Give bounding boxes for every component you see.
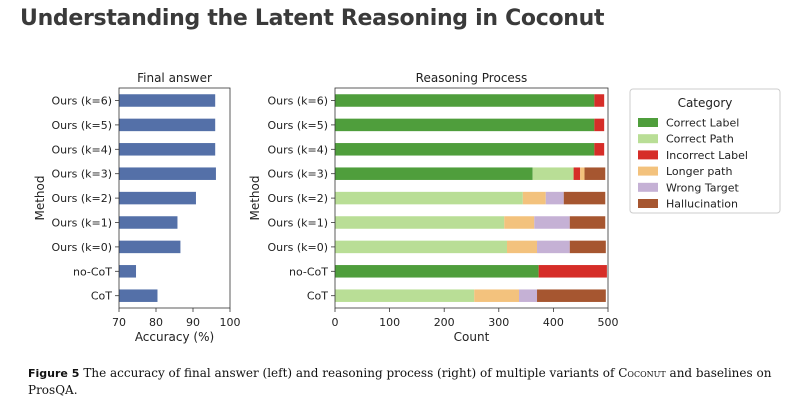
accuracy-bar-no-cot — [119, 265, 137, 278]
accuracy-chart-title: Final answer — [137, 71, 212, 85]
left-y-tick-label: Ours (k=6) — [51, 95, 112, 108]
caption-method-name: Coconut — [618, 366, 666, 380]
right-x-tick-label: 300 — [488, 316, 509, 329]
legend-swatch-correct-path — [638, 134, 658, 144]
right-y-tick-label: Ours (k=2) — [267, 192, 328, 205]
reasoning-plot-frame — [334, 87, 609, 309]
left-y-tick-label: Ours (k=2) — [51, 192, 112, 205]
bar-segment-ours-k-4-incorrect-label — [594, 143, 605, 156]
right-y-tick-label: Ours (k=3) — [267, 168, 328, 181]
bar-segment-ours-k-3-hallucination — [584, 167, 606, 180]
bar-segment-ours-k-1-longer-path — [504, 216, 535, 229]
right-x-tick-label: 200 — [434, 316, 455, 329]
accuracy-x-axis-label: Accuracy (%) — [135, 330, 214, 344]
accuracy-bar-ours-k-1 — [119, 216, 178, 229]
legend-label-longer-path: Longer path — [666, 165, 732, 178]
right-x-tick-label: 0 — [332, 316, 339, 329]
legend-swatch-hallucination — [638, 199, 658, 208]
accuracy-bar-ours-k-2 — [119, 191, 196, 205]
accuracy-bar-ours-k-3 — [119, 167, 216, 180]
legend-label-correct-path: Correct Path — [666, 133, 734, 146]
accuracy-bar-ours-k-4 — [119, 143, 216, 156]
bar-segment-ours-k-3-correct-path — [532, 167, 574, 180]
bar-segment-ours-k-1-hallucination — [569, 216, 606, 229]
bar-segment-no-cot-incorrect-label — [538, 265, 607, 278]
left-y-tick-label: CoT — [91, 290, 112, 303]
accuracy-y-axis-label: Method — [33, 175, 47, 220]
left-y-tick-label: Ours (k=3) — [51, 168, 112, 181]
bar-segment-ours-k-0-hallucination — [569, 240, 606, 254]
bar-segment-cot-wrong-target — [519, 289, 538, 302]
reasoning-chart: Reasoning Process Ours (k=6) Ours (k=5) Ou… — [248, 71, 619, 344]
right-y-tick-label: Ours (k=0) — [267, 241, 328, 254]
bar-segment-ours-k-4-correct-label — [335, 143, 595, 156]
right-y-tick-label: no-CoT — [289, 265, 328, 278]
right-y-tick-label: Ours (k=5) — [267, 119, 328, 132]
left-y-tick-label: Ours (k=5) — [51, 119, 112, 132]
figure-label: Figure 5 — [28, 367, 80, 380]
right-x-tick-label: 100 — [379, 316, 400, 329]
right-y-tick-label: CoT — [307, 290, 328, 303]
left-y-tick-label: Ours (k=4) — [51, 143, 112, 156]
figure-caption: Figure 5 The accuracy of final answer (le… — [28, 365, 776, 398]
legend-swatch-wrong-target — [638, 182, 658, 192]
left-x-tick-label: 100 — [220, 316, 241, 329]
bar-segment-ours-k-1-wrong-target — [534, 216, 570, 229]
caption-text-after: and baselines on ProsQA. — [28, 366, 772, 397]
bar-segment-ours-k-3-incorrect-label — [573, 167, 581, 180]
legend-label-incorrect-label: Incorrect Label — [666, 149, 748, 162]
left-y-tick-label: no-CoT — [73, 265, 112, 278]
legend-label-wrong-target: Wrong Target — [666, 181, 740, 194]
accuracy-chart: Final answer Ours (k=6) Ours (k=5) Ours (k… — [33, 71, 241, 344]
legend-box — [629, 88, 781, 214]
bar-segment-ours-k-6-correct-label — [335, 94, 595, 107]
bar-segment-ours-k-2-wrong-target — [545, 191, 564, 205]
caption-text-before: The accuracy of final answer (left) and … — [83, 366, 619, 380]
left-x-tick-label: 80 — [149, 316, 163, 329]
reasoning-chart-title: Reasoning Process — [416, 71, 528, 85]
left-x-tick-label: 70 — [112, 316, 126, 329]
right-y-tick-label: Ours (k=1) — [267, 217, 328, 230]
bar-segment-ours-k-5-incorrect-label — [594, 118, 605, 132]
left-y-tick-label: Ours (k=0) — [51, 241, 112, 254]
accuracy-bar-ours-k-6 — [119, 94, 216, 107]
legend-swatch-longer-path — [638, 166, 658, 176]
category-legend: Category Correct Label Correct Path Incorr… — [629, 88, 781, 214]
bar-segment-ours-k-3-correct-label — [335, 167, 533, 180]
bar-segment-ours-k-3-longer-path — [580, 167, 585, 180]
bar-segment-ours-k-1-correct-path — [335, 216, 505, 229]
bar-segment-cot-correct-path — [335, 289, 475, 302]
reasoning-y-axis-label: Method — [248, 175, 262, 220]
legend-swatch-correct-label — [638, 118, 658, 127]
bar-segment-ours-k-2-longer-path — [522, 191, 546, 205]
legend-title: Category — [678, 96, 733, 110]
accuracy-bar-cot — [119, 289, 158, 302]
accuracy-bar-ours-k-5 — [119, 118, 216, 132]
bar-segment-ours-k-0-longer-path — [506, 240, 538, 254]
figure-charts: Final answer Ours (k=6) Ours (k=5) Ours (k… — [33, 71, 781, 344]
left-y-tick-label: Ours (k=1) — [51, 217, 112, 230]
legend-label-correct-label: Correct Label — [666, 117, 739, 130]
reasoning-x-axis-label: Count — [454, 330, 490, 344]
right-y-tick-label: Ours (k=6) — [267, 95, 328, 108]
page-title: Understanding the Latent Reasoning in Co… — [20, 6, 605, 31]
bar-segment-cot-longer-path — [474, 289, 520, 302]
legend-label-hallucination: Hallucination — [666, 198, 738, 211]
bar-segment-ours-k-2-hallucination — [563, 191, 606, 205]
legend-swatch-incorrect-label — [638, 150, 658, 160]
bar-segment-ours-k-0-wrong-target — [537, 240, 570, 254]
accuracy-plot-frame — [118, 87, 231, 309]
bar-segment-ours-k-2-correct-path — [335, 191, 523, 205]
right-y-tick-label: Ours (k=4) — [267, 143, 328, 156]
bar-segment-ours-k-0-correct-path — [335, 240, 507, 254]
accuracy-bar-ours-k-0 — [119, 240, 181, 254]
right-x-tick-label: 400 — [543, 316, 564, 329]
left-x-tick-label: 90 — [186, 316, 200, 329]
bar-segment-ours-k-5-correct-label — [335, 118, 595, 132]
bar-segment-cot-hallucination — [537, 289, 606, 302]
bar-segment-ours-k-6-incorrect-label — [594, 94, 605, 107]
right-x-tick-label: 500 — [598, 316, 619, 329]
bar-segment-no-cot-correct-label — [335, 265, 539, 278]
